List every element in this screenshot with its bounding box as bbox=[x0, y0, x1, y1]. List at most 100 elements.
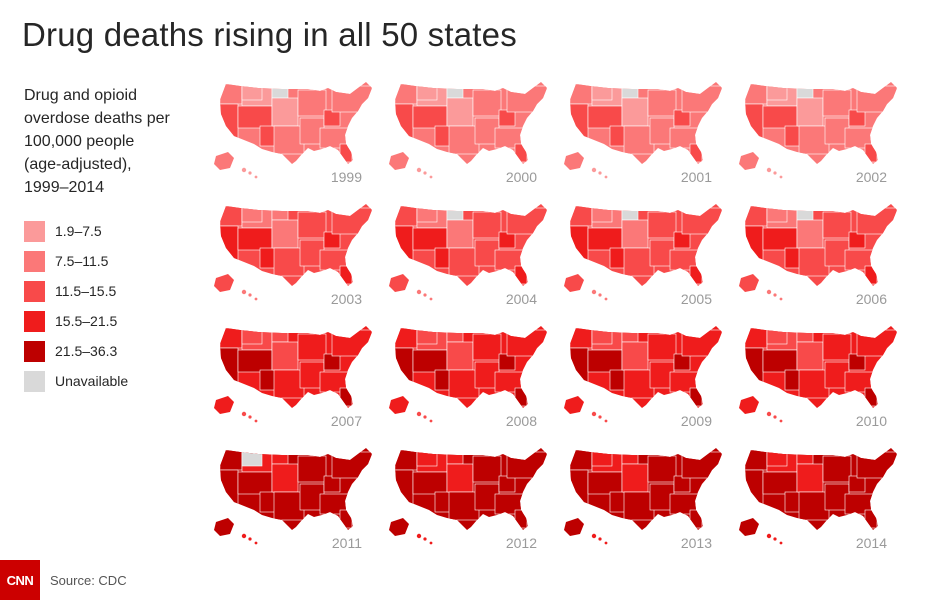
us-map bbox=[214, 326, 372, 423]
state-region-montana bbox=[416, 85, 438, 101]
state-region-plains bbox=[446, 463, 474, 493]
state-region-pacific-northwest bbox=[570, 205, 593, 227]
state-region-north-dakota bbox=[621, 331, 639, 343]
state-region-plains bbox=[271, 463, 299, 493]
year-label: 2007 bbox=[330, 413, 362, 429]
state-region-northeast bbox=[681, 207, 722, 235]
map-2011: 2011 bbox=[212, 444, 376, 554]
state-region-texas bbox=[798, 125, 830, 155]
state-region-pacific-northwest bbox=[570, 327, 593, 349]
legend-swatch bbox=[24, 220, 45, 242]
us-map bbox=[564, 204, 722, 301]
state-region-california bbox=[395, 103, 414, 139]
state-region-plains bbox=[271, 341, 299, 371]
state-region-florida bbox=[689, 143, 703, 163]
state-region-california bbox=[570, 347, 589, 383]
hawaii-inset bbox=[423, 171, 427, 175]
state-region-plains bbox=[796, 463, 824, 493]
state-region-appalachia bbox=[323, 475, 341, 493]
state-region-montana bbox=[241, 85, 263, 101]
state-region-florida bbox=[514, 387, 528, 407]
legend-label: 11.5–15.5 bbox=[55, 283, 117, 299]
alaska-inset bbox=[739, 152, 759, 170]
state-region-midwest bbox=[472, 211, 502, 239]
state-region-california bbox=[395, 225, 414, 261]
state-region-midwest bbox=[297, 89, 327, 117]
state-region-midwest bbox=[647, 211, 677, 239]
legend-item: Unavailable bbox=[24, 366, 204, 396]
state-region-california bbox=[570, 225, 589, 261]
state-region-florida bbox=[689, 265, 703, 285]
footer: CNN Source: CDC bbox=[0, 560, 930, 600]
state-region-plains bbox=[621, 341, 649, 371]
state-region-north-dakota bbox=[796, 209, 814, 221]
year-label: 2011 bbox=[331, 535, 362, 551]
us-map bbox=[739, 204, 897, 301]
page-title: Drug deaths rising in all 50 states bbox=[22, 16, 517, 53]
legend-swatch bbox=[24, 310, 45, 332]
legend-item: 21.5–36.3 bbox=[24, 336, 204, 366]
state-region-northeast bbox=[856, 85, 897, 113]
state-region-montana bbox=[766, 207, 788, 223]
state-region-florida bbox=[689, 509, 703, 529]
state-region-appalachia bbox=[323, 353, 341, 371]
state-region-montana bbox=[766, 85, 788, 101]
state-region-north-dakota bbox=[271, 453, 289, 465]
state-region-southwest bbox=[237, 227, 273, 251]
state-region-southwest bbox=[237, 471, 273, 495]
hawaii-inset bbox=[429, 175, 433, 179]
state-region-montana bbox=[416, 207, 438, 223]
legend-swatch bbox=[24, 370, 45, 392]
alaska-inset bbox=[564, 396, 584, 414]
state-region-texas bbox=[623, 125, 655, 155]
state-region-montana bbox=[591, 451, 613, 467]
state-region-pacific-northwest bbox=[395, 327, 418, 349]
map-1999: 1999 bbox=[212, 78, 376, 188]
map-2007: 2007 bbox=[212, 322, 376, 432]
state-region-pacific-northwest bbox=[745, 205, 768, 227]
state-region-midwest bbox=[822, 455, 852, 483]
hawaii-inset bbox=[254, 419, 258, 423]
state-region-southwest bbox=[762, 227, 798, 251]
state-region-southwest bbox=[412, 105, 448, 129]
state-region-texas bbox=[448, 369, 480, 399]
state-region-florida bbox=[514, 143, 528, 163]
state-region-california bbox=[745, 347, 764, 383]
legend-items: 1.9–7.5 7.5–11.5 11.5–15.5 15.5–21.5 21.5–36… bbox=[24, 216, 204, 396]
state-region-southwest bbox=[587, 105, 623, 129]
state-region-montana bbox=[591, 85, 613, 101]
state-region-florida bbox=[339, 387, 353, 407]
hawaii-inset bbox=[429, 419, 433, 423]
alaska-inset bbox=[564, 518, 584, 536]
state-region-northeast bbox=[681, 329, 722, 357]
state-region-california bbox=[220, 103, 239, 139]
state-region-northeast bbox=[506, 207, 547, 235]
state-region-florida bbox=[864, 509, 878, 529]
legend-label: 1.9–7.5 bbox=[55, 223, 102, 239]
state-region-montana bbox=[241, 451, 263, 467]
state-region-plains bbox=[446, 97, 474, 127]
us-map bbox=[564, 326, 722, 423]
state-region-pacific-northwest bbox=[395, 83, 418, 105]
state-region-appalachia bbox=[498, 353, 516, 371]
state-region-texas bbox=[798, 369, 830, 399]
state-region-north-dakota bbox=[446, 453, 464, 465]
map-2012: 2012 bbox=[387, 444, 551, 554]
hawaii-inset bbox=[766, 411, 772, 417]
alaska-inset bbox=[389, 396, 409, 414]
map-2014: 2014 bbox=[737, 444, 901, 554]
us-map bbox=[389, 82, 547, 179]
hawaii-inset bbox=[423, 415, 427, 419]
state-region-plains bbox=[271, 219, 299, 249]
legend-item: 1.9–7.5 bbox=[24, 216, 204, 246]
state-region-montana bbox=[241, 207, 263, 223]
legend-label: 7.5–11.5 bbox=[55, 253, 109, 269]
hawaii-inset bbox=[248, 537, 252, 541]
alaska-inset bbox=[564, 274, 584, 292]
state-region-northeast bbox=[331, 207, 372, 235]
year-label: 2009 bbox=[680, 413, 712, 429]
state-region-california bbox=[395, 469, 414, 505]
state-region-california bbox=[570, 469, 589, 505]
us-map bbox=[214, 204, 372, 301]
hawaii-inset bbox=[416, 289, 422, 295]
